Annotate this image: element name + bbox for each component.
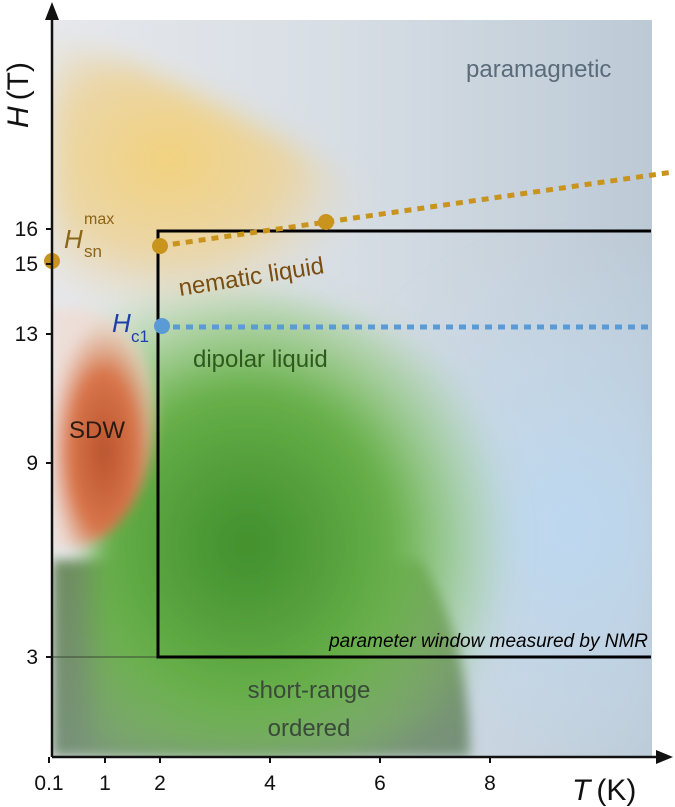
ordered-label: ordered — [268, 715, 351, 742]
nematic-boundary-dotted — [159, 169, 674, 249]
svg-text:c1: c1 — [131, 327, 149, 346]
hsn-max-label: H sn max — [64, 211, 114, 261]
x-tick-1: 1 — [99, 772, 111, 795]
x-tick-marks — [48, 757, 491, 763]
y-tick-3: 3 — [26, 646, 38, 669]
y-axis-arrow — [45, 2, 59, 20]
y-tick-13: 13 — [15, 323, 38, 346]
paramagnetic-label: paramagnetic — [466, 56, 611, 83]
nematic-point-2k — [152, 238, 168, 254]
hc1-label: H c1 — [112, 308, 149, 346]
x-tick-6: 6 — [374, 772, 386, 795]
dipolar-liquid-label: dipolar liquid — [193, 346, 328, 373]
nmr-window-box — [156, 229, 651, 659]
x-tick-8: 8 — [484, 772, 496, 795]
x-axis-arrow — [656, 750, 673, 764]
svg-text:H: H — [64, 224, 83, 254]
nematic-point-5k — [318, 214, 334, 230]
y-tick-9: 9 — [26, 452, 38, 475]
y-tick-15: 15 — [15, 253, 38, 276]
y-tick-marks — [46, 228, 52, 658]
short-range-label: short-range — [248, 677, 371, 704]
x-axis-title: T (K) — [572, 774, 636, 807]
svg-text:sn: sn — [84, 242, 102, 261]
hc1-point — [154, 318, 170, 334]
y-axis-title: H(T) — [2, 62, 35, 128]
x-tick-4: 4 — [264, 772, 276, 795]
nmr-window-label: parameter window measured by NMR — [328, 631, 648, 652]
y-tick-16: 16 — [15, 218, 38, 241]
svg-text:H: H — [112, 308, 131, 338]
svg-text:max: max — [84, 211, 114, 228]
x-tick-0-1: 0.1 — [34, 772, 63, 795]
sdw-label: SDW — [69, 417, 125, 444]
x-tick-2: 2 — [154, 772, 166, 795]
